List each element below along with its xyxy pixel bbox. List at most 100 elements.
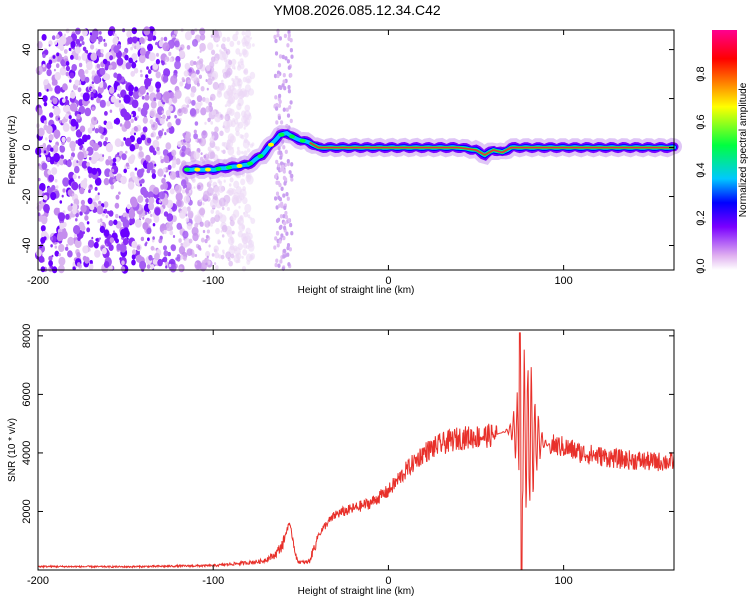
noise-blob [156,146,160,152]
noise-blob [152,62,159,70]
noise-blob [233,180,240,189]
noise-blob [137,107,141,112]
noise-blob [146,227,152,235]
noise-blob [152,124,155,128]
noise-blob [190,73,197,82]
noise-strip-blob [274,174,278,179]
noise-strip-blob [290,231,294,236]
noise-blob [93,117,97,121]
noise-blob [196,64,200,69]
noise-blob [54,41,58,45]
noise-blob [64,105,68,110]
noise-blob [140,134,146,141]
noise-strip-blob [274,262,278,268]
noise-blob [131,27,137,35]
noise-blob [147,191,154,200]
noise-blob [113,219,118,226]
noise-blob [156,150,161,155]
noise-blob [186,248,193,256]
noise-blob [48,59,53,65]
noise-blob [100,134,104,139]
noise-blob [173,29,178,35]
noise-blob [45,137,48,141]
noise-blob [122,212,127,218]
noise-blob [229,177,234,183]
noise-strip-blob [283,205,287,210]
noise-blob [116,243,122,251]
noise-blob [59,200,63,204]
noise-blob [146,137,152,144]
noise-blob [179,210,186,219]
noise-blob [46,210,49,214]
noise-blob [195,262,198,266]
noise-blob [196,95,203,103]
noise-blob [250,36,253,40]
noise-blob [111,168,115,173]
noise-blob [69,140,76,150]
noise-strip-blob [278,239,282,244]
noise-blob [67,236,75,246]
noise-strip-blob [289,118,293,124]
snr-y-ticks: 2000 4000 6000 8000 [21,324,674,524]
noise-blob [75,212,79,218]
noise-blob [57,117,61,121]
noise-blob [199,101,203,106]
noise-blob [238,205,241,209]
noise-blob [236,64,242,71]
noise-blob [101,247,107,255]
noise-blob [138,214,142,219]
noise-blob [151,173,157,180]
noise-strip-blob [277,115,281,121]
noise-blob [200,152,203,156]
noise-blob [95,238,98,242]
noise-blob [236,88,243,96]
noise-blob [242,249,248,256]
noise-blob [199,208,205,216]
noise-blob [229,135,236,144]
noise-blob [169,91,175,99]
noise-blob [237,219,241,225]
x-tick-label: -100 [202,575,224,587]
noise-blob [193,186,196,189]
noise-blob [87,239,95,248]
noise-blob [181,151,185,157]
noise-blob [227,257,231,262]
noise-blob [250,217,256,224]
noise-blob [212,135,215,139]
noise-blob [87,197,93,205]
noise-blob [242,233,247,239]
noise-blob [100,222,103,226]
noise-blob [100,48,104,54]
noise-blob [65,61,70,66]
noise-blob [210,56,216,63]
noise-strip-blob [282,248,287,254]
noise-blob [148,202,155,211]
noise-blob [104,65,109,71]
noise-blob [247,141,251,146]
noise-strip-blob [275,218,280,223]
noise-blob [162,182,168,190]
noise-blob [148,52,156,62]
noise-blob [59,66,67,76]
noise-blob [73,233,77,238]
noise-blob [46,88,49,92]
noise-blob [109,65,113,69]
noise-blob [246,78,251,84]
noise-blob [89,260,93,265]
noise-strip-blob [273,73,278,79]
noise-blob [112,178,116,183]
noise-blob [139,183,143,187]
noise-blob [61,194,64,198]
noise-blob [108,244,114,252]
noise-blob [94,177,102,186]
noise-blob [248,88,255,96]
colorbar-tick-label: 0.8 [695,66,707,81]
noise-blob [150,213,153,218]
x-tick-label: -100 [202,275,224,287]
noise-blob [169,188,175,195]
noise-blob [208,180,212,184]
noise-blob [210,199,217,209]
noise-strip-blob [283,221,287,226]
noise-blob [97,93,102,99]
